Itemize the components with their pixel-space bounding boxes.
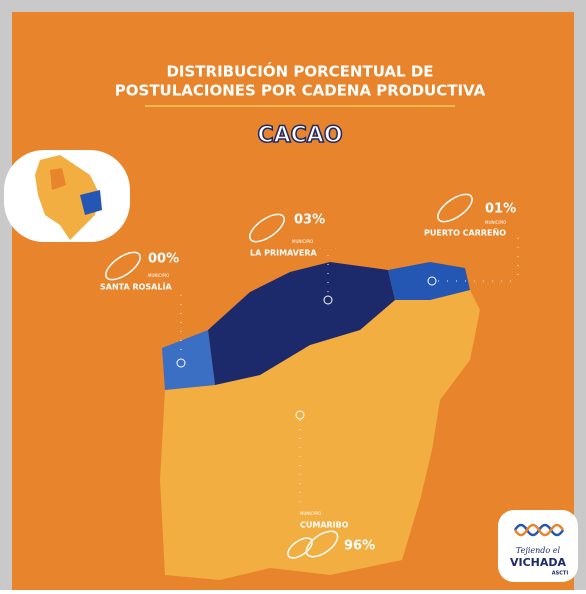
logo-org: ASCTI (552, 571, 569, 577)
leaf-icon (249, 213, 285, 243)
logo-name: VICHADA (510, 556, 567, 569)
municipality-label: MUNICIPIO (292, 239, 313, 244)
percent: 03% (294, 213, 325, 228)
percent: 01% (485, 202, 516, 217)
municipality-name: PUERTO CARREÑO (424, 228, 506, 238)
title-line: DISTRIBUCIÓN PORCENTUAL DE (166, 62, 433, 81)
marker (323, 295, 333, 305)
logo-card (498, 510, 578, 582)
municipality-name: CUMARIBO (300, 521, 349, 530)
inset-vichada (80, 190, 102, 215)
marker (176, 358, 186, 368)
leaf-icon (287, 537, 313, 559)
municipality-label: MUNICIPIO (148, 273, 169, 278)
region-santa-rosalia (162, 330, 215, 390)
leaf-icon (105, 251, 141, 281)
municipality-name: LA PRIMAVERA (250, 249, 318, 258)
marker (427, 276, 437, 286)
region-la-primavera (208, 262, 395, 385)
leaf-icon (437, 193, 473, 223)
product-title: CACAO (257, 123, 342, 148)
title-line: POSTULACIONES POR CADENA PRODUCTIVA (115, 82, 486, 100)
municipality-name: SANTA ROSALÍA (100, 281, 172, 292)
inset-region (50, 168, 66, 190)
logo-mark (513, 523, 565, 537)
percent: 96% (344, 539, 375, 554)
marker (295, 410, 305, 420)
municipality-label: MUNICIPIO (485, 220, 506, 225)
region-cumaribo (160, 290, 480, 580)
leaf-icon (305, 530, 339, 558)
region-puerto-carreno (388, 262, 470, 300)
municipality-label: MUNICIPIO (300, 511, 321, 516)
percent: 00% (148, 252, 179, 267)
logo-tagline: Tejiendo el (516, 546, 561, 555)
